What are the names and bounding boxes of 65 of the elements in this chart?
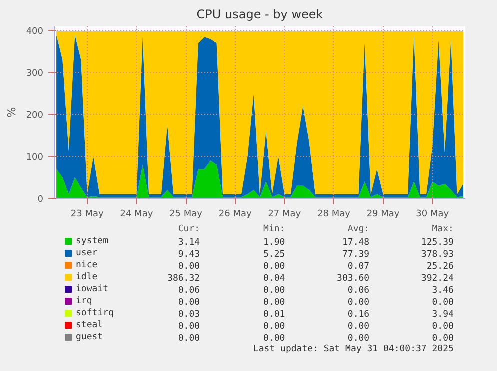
text: Max: — [432, 224, 454, 234]
chart-title: CPU usage - by week — [196, 8, 324, 22]
text: 9.43 — [178, 250, 200, 260]
text: 0.00 — [178, 322, 200, 332]
text: 0.00 — [432, 334, 454, 344]
legend-label: user — [76, 248, 98, 258]
text: 0.00 — [178, 334, 200, 344]
text: 0.00 — [264, 322, 286, 332]
text: 0.00 — [432, 298, 454, 308]
legend-label: guest — [76, 332, 104, 342]
legend-label: idle — [76, 272, 98, 282]
text: Min: — [264, 224, 286, 234]
y-tick-label: 200 — [26, 111, 44, 122]
legend-label: system — [76, 236, 109, 246]
text: 0.04 — [264, 274, 286, 284]
text: 0.00 — [264, 262, 286, 272]
x-tick-label: 24 May — [120, 210, 154, 220]
text: 0.00 — [348, 298, 370, 308]
text: 25.26 — [426, 262, 454, 272]
text: 0.00 — [348, 322, 370, 332]
legend-label: irq — [76, 296, 92, 306]
x-tick-label: 30 May — [416, 210, 450, 220]
text: 0.06 — [178, 286, 200, 296]
text: Cur: — [178, 224, 200, 234]
text: 0.03 — [178, 310, 200, 320]
text: 0.07 — [348, 262, 370, 272]
text: 17.48 — [342, 238, 370, 248]
text: 303.60 — [337, 274, 370, 284]
text: 3.14 — [178, 238, 200, 248]
text: 0.00 — [264, 334, 286, 344]
y-tick-label: 400 — [26, 27, 44, 38]
legend-label: iowait — [76, 284, 109, 294]
text: 125.39 — [421, 238, 454, 248]
text: 0.00 — [178, 298, 200, 308]
text: 386.32 — [168, 274, 200, 284]
text: 0.06 — [348, 286, 370, 296]
y-axis-title: % — [5, 107, 18, 118]
text: 0.00 — [432, 322, 454, 332]
y-tick-label: 100 — [26, 153, 44, 164]
text: 77.39 — [342, 250, 370, 260]
text: 0.16 — [348, 310, 370, 320]
legend-label: softirq — [76, 308, 114, 318]
text: 3.46 — [432, 286, 454, 296]
x-tick-label: 28 May — [318, 210, 352, 220]
text: Avg: — [348, 224, 370, 234]
x-tick-label: 23 May — [70, 210, 105, 220]
text: 0.00 — [348, 334, 370, 344]
text: 3.94 — [432, 310, 454, 320]
text: 0.00 — [264, 286, 286, 296]
text: 392.24 — [421, 274, 454, 284]
text: 0.01 — [264, 310, 286, 320]
x-tick-label: 29 May — [366, 210, 400, 220]
y-tick-label: 0 — [38, 195, 44, 205]
text: 1.90 — [264, 238, 286, 248]
x-tick-label: 27 May — [268, 210, 302, 220]
text: 5.25 — [264, 250, 286, 260]
text: 378.93 — [421, 250, 454, 260]
y-tick-label: 300 — [26, 69, 44, 80]
text: 0.00 — [264, 298, 286, 308]
legend-label: steal — [76, 320, 104, 330]
legend-label: nice — [76, 260, 98, 270]
x-tick-label: 26 May — [218, 210, 252, 220]
text: Last update: Sat May 31 04:00:37 2025 — [253, 344, 454, 354]
x-tick-label: 25 May — [170, 210, 204, 220]
text: 0.00 — [178, 262, 200, 272]
